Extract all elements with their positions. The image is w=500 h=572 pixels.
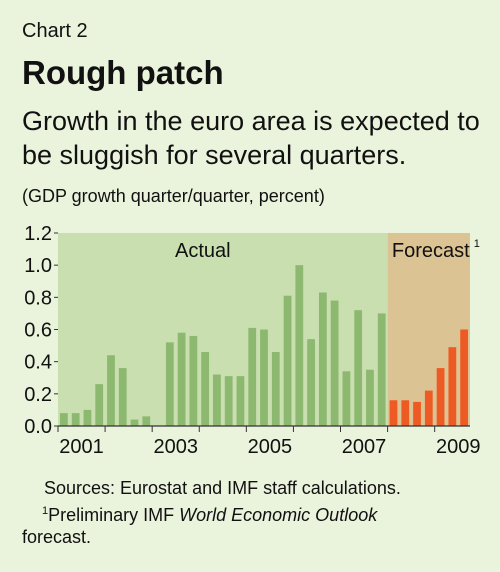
y-tick-label: 1.0: [24, 255, 52, 277]
bar-actual: [236, 376, 245, 426]
y-tick-label: 0.6: [24, 320, 52, 342]
footnote: 1Preliminary IMF World Economic Outlook …: [22, 500, 482, 548]
bar-forecast: [401, 400, 410, 426]
bar-actual: [60, 413, 68, 426]
x-tick-label: 2001: [59, 436, 104, 458]
bar-actual: [342, 371, 351, 426]
y-tick-label: 0.0: [24, 416, 52, 438]
bar-forecast: [413, 401, 421, 426]
bar-forecast: [436, 368, 445, 426]
bar-actual: [260, 329, 268, 426]
bar-actual: [307, 339, 315, 426]
bar-forecast: [448, 347, 457, 426]
y-tick-label: 1.2: [24, 223, 52, 245]
bar-actual: [377, 313, 386, 426]
bar-actual: [271, 352, 280, 426]
bar-actual: [107, 355, 115, 426]
bar-actual: [354, 310, 363, 426]
footnote-marker: 1: [42, 505, 49, 517]
footnote-text: Preliminary IMF: [48, 505, 180, 525]
bar-actual: [130, 419, 139, 426]
bar-actual: [118, 368, 127, 426]
bar-actual: [71, 413, 80, 426]
region-label-forecast: Forecast: [392, 240, 470, 262]
bar-actual: [201, 352, 210, 426]
bar-actual: [95, 384, 104, 426]
sources-note: Sources: Eurostat and IMF staff calculat…: [44, 478, 401, 498]
units-label: (GDP growth quarter/quarter, percent): [22, 186, 325, 206]
bar-forecast: [389, 400, 398, 426]
bar-actual: [177, 332, 186, 426]
bar-actual: [165, 342, 174, 426]
x-tick-label: 2003: [153, 436, 198, 458]
bar-actual: [318, 292, 327, 426]
chart-subtitle: Growth in the euro area is expected to b…: [22, 106, 480, 170]
chart-title: Rough patch: [22, 54, 224, 91]
bar-actual: [83, 409, 92, 426]
chart-number: Chart 2: [22, 20, 88, 42]
bar-forecast: [460, 329, 468, 426]
bar-chart: Actual Forecast 1 0.0 0.2 0.4 0.6 0.8 1.0 1.2 2001…: [24, 223, 481, 458]
bar-actual: [142, 416, 151, 426]
y-tick-label: 0.2: [24, 384, 52, 406]
bar-forecast: [424, 390, 433, 426]
region-label-forecast-sup: 1: [474, 238, 480, 250]
region-label-actual: Actual: [175, 240, 231, 262]
bar-actual: [248, 327, 257, 426]
x-tick-label: 2009: [436, 436, 481, 458]
footnote-publication: World Economic Outlook: [179, 505, 378, 525]
x-tick-label: 2007: [342, 436, 387, 458]
bar-actual: [213, 374, 221, 426]
bar-actual: [224, 376, 233, 426]
bar-actual: [189, 335, 198, 426]
bar-actual: [330, 300, 339, 426]
bar-actual: [283, 295, 292, 426]
bar-actual: [366, 369, 374, 426]
y-tick-label: 0.4: [24, 352, 52, 374]
x-tick-label: 2005: [248, 436, 293, 458]
footnote-end: forecast.: [22, 527, 92, 547]
bar-actual: [295, 265, 304, 426]
y-tick-label: 0.8: [24, 287, 52, 309]
